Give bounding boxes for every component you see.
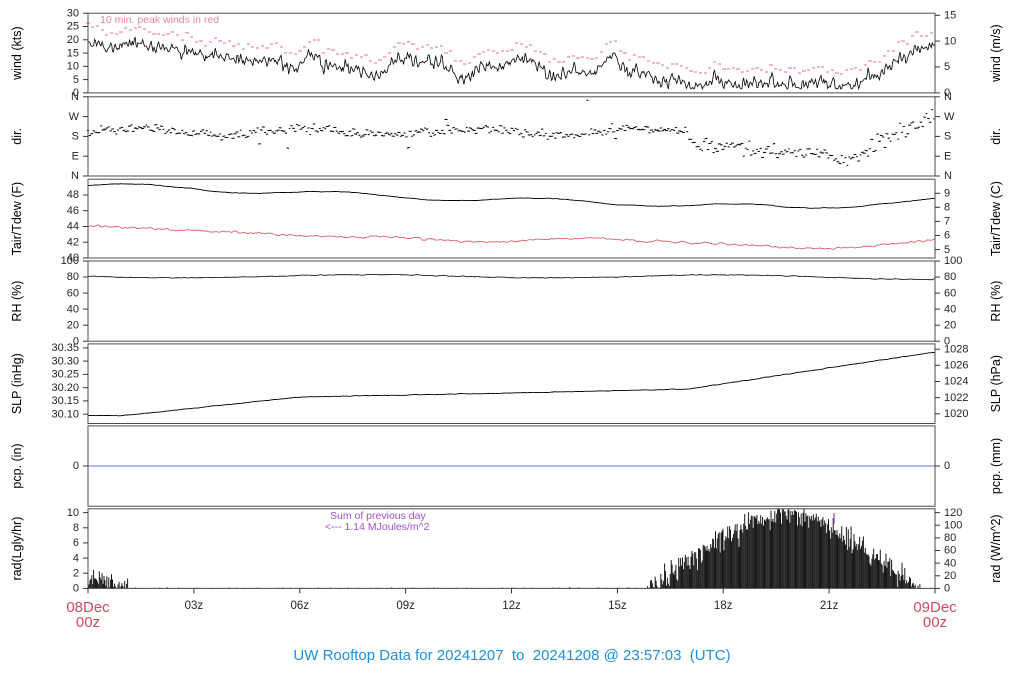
svg-text:UW Rooftop Data for 20241207: UW Rooftop Data for 20241207 to 20241208… [293,647,730,664]
svg-text:40: 40 [67,303,79,315]
svg-text:5: 5 [944,244,950,256]
svg-text:30.20: 30.20 [51,382,79,394]
svg-text:4: 4 [73,552,79,564]
svg-text:5: 5 [944,61,950,73]
svg-text:wind (kts): wind (kts) [10,26,24,80]
svg-text:0: 0 [944,460,950,472]
svg-text:10 min. peak winds in red: 10 min. peak winds in red [100,14,219,26]
svg-text:2: 2 [73,567,79,579]
svg-text:S: S [944,131,951,143]
svg-text:10: 10 [67,61,79,73]
svg-text:80: 80 [944,532,956,544]
svg-text:<--- 1.14 MJoules/m^2: <--- 1.14 MJoules/m^2 [325,521,430,533]
svg-text:6: 6 [73,537,79,549]
svg-text:E: E [944,150,951,162]
svg-text:S: S [72,131,79,143]
svg-text:46: 46 [67,205,79,217]
svg-text:30.10: 30.10 [51,408,79,420]
svg-text:48: 48 [67,189,79,201]
svg-text:RH (%): RH (%) [989,281,1003,322]
svg-text:18z: 18z [714,600,733,612]
svg-text:30.15: 30.15 [51,395,79,407]
svg-text:10: 10 [944,35,956,47]
svg-text:100: 100 [944,255,962,267]
svg-text:30.30: 30.30 [51,355,79,367]
svg-text:100: 100 [61,255,79,267]
svg-text:42: 42 [67,236,79,248]
svg-text:RH (%): RH (%) [10,281,24,322]
svg-text:1028: 1028 [944,343,968,355]
svg-text:21z: 21z [820,600,839,612]
svg-text:60: 60 [944,545,956,557]
svg-text:pcp. (in): pcp. (in) [10,443,24,488]
svg-text:0: 0 [73,583,79,595]
svg-text:pcp. (mm): pcp. (mm) [989,438,1003,494]
svg-text:100: 100 [944,519,962,531]
svg-text:rad (W/m^2): rad (W/m^2) [989,514,1003,582]
svg-text:30.25: 30.25 [51,369,79,381]
svg-text:dir.: dir. [989,128,1003,145]
svg-text:40: 40 [944,557,956,569]
svg-text:00z: 00z [923,614,947,631]
svg-text:1020: 1020 [944,408,968,420]
svg-text:rad(Lgly/hr): rad(Lgly/hr) [10,517,24,581]
svg-text:N: N [944,170,952,182]
svg-text:20: 20 [67,319,79,331]
svg-text:44: 44 [67,221,79,233]
svg-text:1026: 1026 [944,360,968,372]
svg-text:SLP (inHg): SLP (inHg) [10,353,24,414]
svg-text:wind (m/s): wind (m/s) [989,24,1003,83]
svg-text:03z: 03z [185,600,204,612]
svg-text:W: W [944,111,955,123]
svg-text:06z: 06z [291,600,310,612]
svg-text:20: 20 [944,319,956,331]
svg-text:80: 80 [944,271,956,283]
svg-text:80: 80 [67,271,79,283]
svg-text:SLP (hPa): SLP (hPa) [989,355,1003,412]
svg-text:00z: 00z [76,614,100,631]
svg-text:09z: 09z [396,600,415,612]
svg-text:Tair/Tdew (F): Tair/Tdew (F) [10,182,24,256]
svg-text:N: N [71,170,79,182]
svg-text:E: E [72,150,79,162]
svg-text:1022: 1022 [944,392,968,404]
svg-text:8: 8 [73,522,79,534]
svg-text:0: 0 [944,583,950,595]
svg-text:12z: 12z [502,600,521,612]
svg-text:30: 30 [67,7,79,19]
svg-text:5: 5 [73,74,79,86]
svg-text:N: N [944,91,952,103]
svg-text:1024: 1024 [944,376,968,388]
svg-text:15: 15 [67,47,79,59]
svg-text:0: 0 [73,460,79,472]
svg-text:8: 8 [944,202,950,214]
svg-text:60: 60 [67,287,79,299]
svg-text:W: W [69,111,80,123]
svg-text:20: 20 [944,570,956,582]
svg-text:dir.: dir. [10,128,24,145]
svg-text:20: 20 [67,34,79,46]
svg-text:25: 25 [67,21,79,33]
svg-text:15: 15 [944,10,956,22]
svg-text:15z: 15z [608,600,627,612]
svg-text:9: 9 [944,188,950,200]
svg-text:10: 10 [67,507,79,519]
svg-text:40: 40 [944,303,956,315]
svg-text:120: 120 [944,507,962,519]
svg-text:7: 7 [944,216,950,228]
svg-text:6: 6 [944,230,950,242]
svg-text:60: 60 [944,287,956,299]
svg-text:N: N [71,91,79,103]
svg-text:Tair/Tdew (C): Tair/Tdew (C) [989,181,1003,256]
svg-text:30.35: 30.35 [51,342,79,354]
